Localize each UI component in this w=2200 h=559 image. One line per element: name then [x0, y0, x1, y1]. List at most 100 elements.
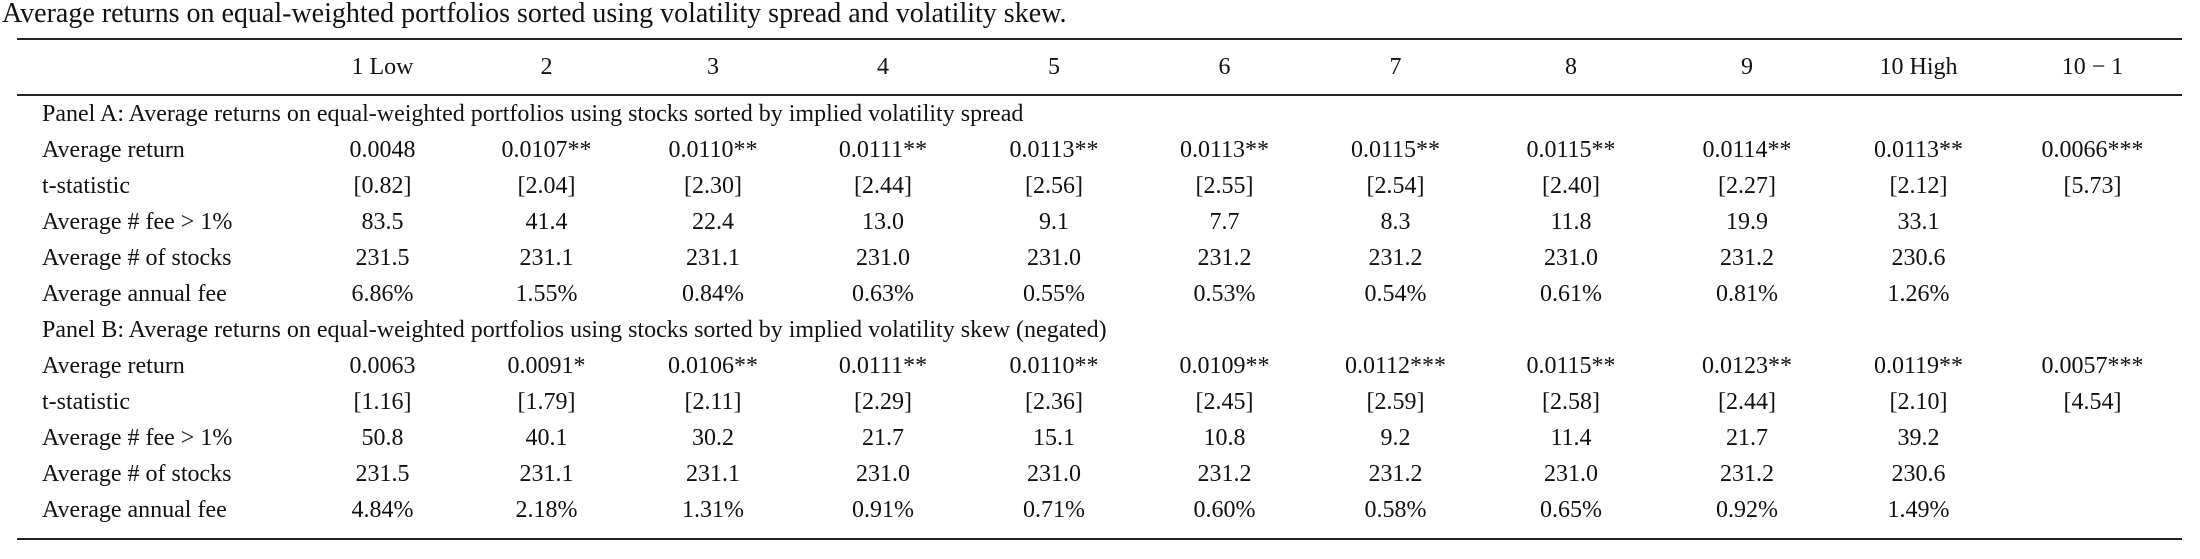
cell: [2.40]: [1542, 172, 1600, 199]
column-header: 5: [968, 39, 1140, 96]
data-row: Average # of stocks 231.5 231.1 231.1 231.0 2…: [17, 456, 2182, 492]
cell: 0.0119**: [1873, 352, 1964, 379]
cell: 9.2: [1380, 424, 1411, 451]
row-label: Average annual fee: [42, 280, 227, 307]
cell: 0.60%: [1193, 496, 1256, 523]
cell: 0.0048: [349, 136, 416, 163]
cell: 230.6: [1891, 244, 1946, 271]
cell: 30.2: [692, 424, 734, 451]
data-row: t-statistic [0.82] [2.04] [2.30] [2.44] [2.56…: [17, 168, 2182, 204]
cell: [2.44]: [854, 172, 912, 199]
row-label: Average # of stocks: [42, 460, 232, 487]
cell: 231.1: [686, 460, 740, 487]
cell: 0.0111**: [838, 352, 928, 379]
cell: 0.54%: [1364, 280, 1427, 307]
cell: 0.61%: [1540, 280, 1602, 307]
cell: [2.29]: [854, 388, 912, 415]
cell: 231.2: [1197, 460, 1252, 487]
cell: 0.58%: [1364, 496, 1427, 523]
cell: 231.0: [1544, 244, 1598, 271]
cell: 15.1: [1033, 424, 1075, 451]
cell: [5.73]: [2063, 172, 2122, 199]
empty-cell: [2003, 456, 2182, 492]
column-header: 1 Low: [300, 39, 465, 96]
cell: 0.0063: [349, 352, 416, 379]
cell: 0.0112***: [1344, 352, 1447, 379]
cell: 0.0123**: [1702, 352, 1792, 379]
cell: 0.81%: [1716, 280, 1778, 307]
cell: 7.7: [1209, 208, 1240, 235]
cell: 231.2: [1368, 460, 1423, 487]
empty-cell: [2003, 204, 2182, 240]
cell: 0.0110**: [668, 136, 758, 163]
column-header: 6: [1140, 39, 1309, 96]
row-label: t-statistic: [42, 388, 130, 415]
cell: [2.59]: [1366, 388, 1425, 415]
cell: 0.0111**: [838, 136, 928, 163]
cell: 1.49%: [1887, 496, 1950, 523]
panel-row: Panel A: Average returns on equal-weight…: [17, 95, 2182, 132]
cell: 6.86%: [351, 280, 414, 307]
cell: 10.8: [1203, 424, 1246, 451]
data-row: Average # fee > 1% 50.8 40.1 30.2 21.7 15.1 10…: [17, 420, 2182, 456]
panel-title: Panel B: Average returns on equal-weight…: [42, 316, 1107, 343]
row-label: Average return: [42, 136, 185, 163]
column-header: 10 − 1: [2003, 39, 2182, 96]
cell: 9.1: [1039, 208, 1069, 235]
cell: [2.04]: [517, 172, 576, 199]
cell: 231.5: [355, 244, 410, 271]
cell: 0.65%: [1540, 496, 1602, 523]
column-header: 4: [798, 39, 968, 96]
cell: 4.84%: [351, 496, 414, 523]
cell: 231.1: [519, 460, 574, 487]
cell: 230.6: [1891, 460, 1946, 487]
cell: 231.0: [1544, 460, 1598, 487]
column-header: 7: [1309, 39, 1482, 96]
cell: [2.58]: [1542, 388, 1600, 415]
cell: 231.0: [1027, 460, 1081, 487]
column-header: 9: [1660, 39, 1834, 96]
cell: [1.79]: [517, 388, 576, 415]
cell: 231.1: [519, 244, 574, 271]
cell: [4.54]: [2063, 388, 2122, 415]
cell: 2.18%: [515, 496, 578, 523]
data-row: Average return 0.0048 0.0107** 0.0110** 0.01…: [17, 132, 2182, 168]
cell: 0.0113**: [1179, 136, 1270, 163]
header-blank: [17, 39, 300, 96]
row-label: Average # fee > 1%: [42, 424, 233, 451]
cell: 231.2: [1197, 244, 1252, 271]
cell: 0.53%: [1193, 280, 1256, 307]
empty-cell: [2003, 420, 2182, 456]
cell: [2.36]: [1025, 388, 1083, 415]
cell: [2.56]: [1025, 172, 1083, 199]
cell: 231.2: [1368, 244, 1423, 271]
cell: 231.0: [856, 244, 910, 271]
data-row: Average annual fee 6.86% 1.55% 0.84% 0.63% 0.…: [17, 276, 2182, 312]
cell: 0.0115**: [1526, 352, 1616, 379]
cell: 1.55%: [515, 280, 578, 307]
results-table: 1 Low 2 3 4 5 6 7 8 9 10 High 10 − 1 Panel A: Aver…: [17, 38, 2182, 540]
header-row: 1 Low 2 3 4 5 6 7 8 9 10 High 10 − 1: [17, 39, 2182, 96]
cell: 0.0110**: [1009, 352, 1099, 379]
cell: [2.12]: [1889, 172, 1948, 199]
cell: 0.0113**: [1873, 136, 1964, 163]
row-label: Average return: [42, 352, 185, 379]
cell: 0.63%: [852, 280, 914, 307]
column-header: 10 High: [1834, 39, 2003, 96]
cell: [2.45]: [1195, 388, 1254, 415]
cell: 0.71%: [1023, 496, 1085, 523]
cell: 41.4: [525, 208, 568, 235]
cell: [2.30]: [684, 172, 742, 199]
cell: 231.0: [856, 460, 910, 487]
data-row: t-statistic [1.16] [1.79] [2.11] [2.29] [2.36…: [17, 384, 2182, 420]
cell: 50.8: [361, 424, 404, 451]
cell: 19.9: [1726, 208, 1768, 235]
cell: [2.11]: [684, 388, 742, 415]
cell: 0.91%: [852, 496, 914, 523]
row-label: t-statistic: [42, 172, 130, 199]
cell: 39.2: [1897, 424, 1940, 451]
cell: 231.2: [1720, 244, 1774, 271]
cell: 21.7: [1726, 424, 1768, 451]
table-title: Average returns on equal-weighted portfo…: [2, 0, 1067, 29]
